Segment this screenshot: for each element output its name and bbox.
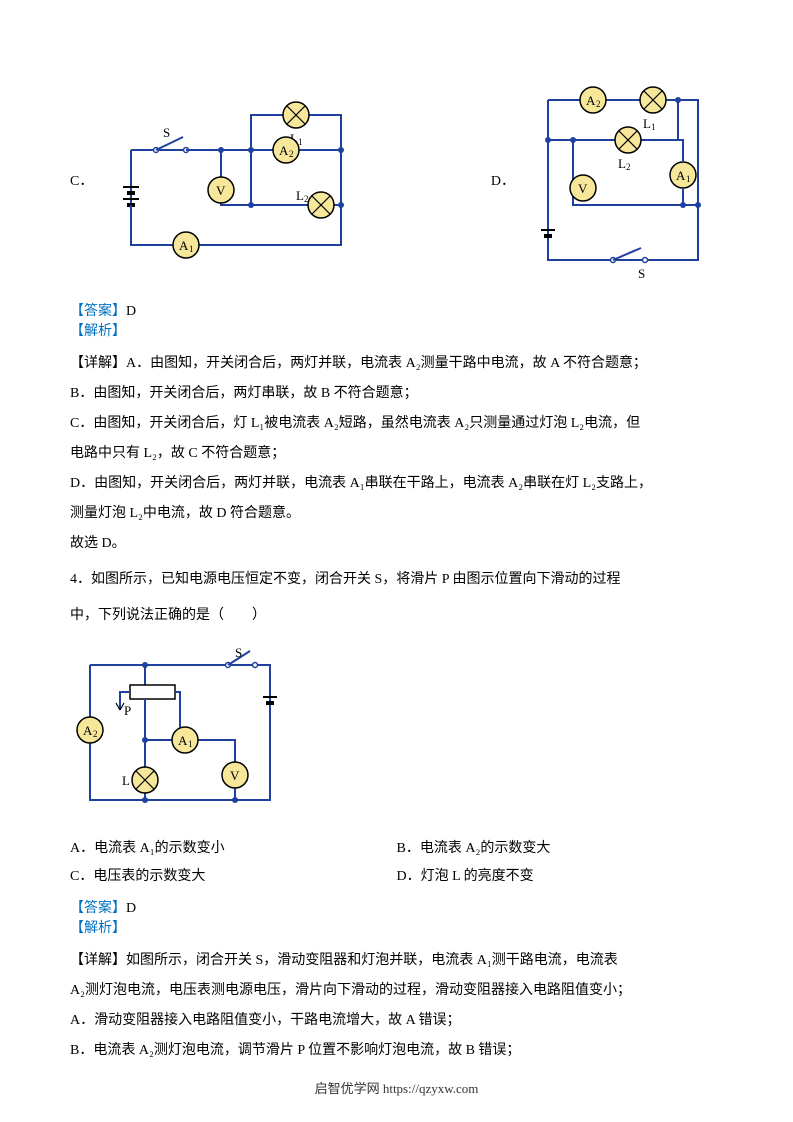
circuit-d-item: D． L1 A2 L2 V	[491, 80, 723, 280]
circuit-d-label: D．	[491, 170, 515, 190]
svg-text:2: 2	[93, 729, 98, 739]
q4-options-row1: A．电流表 A₁的示数变小 B．电流表 A₂的示数变大	[70, 835, 723, 863]
svg-text:S: S	[235, 645, 242, 660]
svg-text:1: 1	[189, 244, 194, 254]
analysis-4-line4: B．电流表 A₂测灯泡电流，调节滑片 P 位置不影响灯泡电流，故 B 错误；	[70, 1037, 723, 1065]
circuits-row: C． L1 A2 L2	[70, 80, 723, 280]
analysis-4-line1: 【详解】如图所示，闭合开关 S，滑动变阻器和灯泡并联，电流表 A₁测干路电流，电…	[70, 947, 723, 975]
answer3-value: D	[126, 304, 136, 319]
svg-text:1: 1	[188, 739, 193, 749]
svg-text:2: 2	[626, 162, 631, 172]
detail-label-4: 【详解】	[70, 953, 126, 968]
svg-text:2: 2	[289, 149, 294, 159]
detail-label: 【详解】	[70, 356, 126, 371]
q4-option-c: C．电压表的示数变大	[70, 863, 397, 891]
analysis-3-c2: 电路中只有 L₂，故 C 不符合题意；	[70, 440, 723, 468]
answer4-value: D	[126, 901, 136, 916]
svg-text:L: L	[643, 116, 651, 131]
analysis-3-conclusion: 故选 D。	[70, 530, 723, 558]
analysis-3-d1: D．由图知，开关闭合后，两灯并联，电流表 A₁串联在干路上，电流表 A₂串联在灯…	[70, 470, 723, 498]
analysis-3-c1: C．由图知，开关闭合后，灯 L₁被电流表 A₂短路，虽然电流表 A₂只测量通过灯…	[70, 410, 723, 438]
analysis-3-label: 【解析】	[70, 320, 723, 340]
circuit-d-diagram: L1 A2 L2 V A1	[523, 80, 723, 280]
q4-option-d: D．灯泡 L 的亮度不变	[397, 863, 724, 891]
svg-text:A: A	[179, 238, 189, 253]
svg-text:A: A	[586, 93, 596, 108]
analysis-3-b: B．由图知，开关闭合后，两灯串联，故 B 不符合题意；	[70, 380, 723, 408]
svg-text:A: A	[676, 168, 686, 183]
q4-options-row2: C．电压表的示数变大 D．灯泡 L 的亮度不变	[70, 863, 723, 891]
circuit-c-label: C．	[70, 170, 93, 190]
question-4-line1: 4．如图所示，已知电源电压恒定不变，闭合开关 S，将滑片 P 由图示位置向下滑动…	[70, 566, 723, 594]
svg-text:L: L	[618, 156, 626, 171]
svg-text:V: V	[216, 183, 226, 198]
svg-text:1: 1	[686, 174, 691, 184]
svg-text:V: V	[230, 768, 240, 783]
analysis-4-text1: 如图所示，闭合开关 S，滑动变阻器和灯泡并联，电流表 A₁测干路电流，电流表	[126, 953, 618, 968]
svg-text:A: A	[83, 723, 93, 738]
circuit-c-item: C． L1 A2 L2	[70, 95, 361, 265]
answer-4-label: 【答案】	[70, 901, 126, 916]
svg-text:S: S	[638, 266, 645, 280]
svg-text:2: 2	[304, 194, 309, 204]
analysis-4-line3: A．滑动变阻器接入电路阻值变小，干路电流增大，故 A 错误；	[70, 1007, 723, 1035]
circuit-c-diagram: L1 A2 L2 S	[101, 95, 361, 265]
svg-text:S: S	[163, 125, 170, 140]
analysis-3-a: 【详解】A．由图知，开关闭合后，两灯并联，电流表 A₂测量干路中电流，故 A 不…	[70, 350, 723, 378]
svg-text:A: A	[279, 143, 289, 158]
svg-text:L: L	[122, 773, 130, 788]
svg-text:L: L	[296, 188, 304, 203]
answer-label: 【答案】	[70, 304, 126, 319]
answer-4: 【答案】D	[70, 897, 723, 917]
svg-text:2: 2	[596, 99, 601, 109]
answer-3: 【答案】D	[70, 300, 723, 320]
analysis-3-a-text: A．由图知，开关闭合后，两灯并联，电流表 A₂测量干路中电流，故 A 不符合题意…	[126, 356, 647, 371]
svg-text:1: 1	[651, 122, 656, 132]
svg-text:V: V	[578, 181, 588, 196]
q4-option-a: A．电流表 A₁的示数变小	[70, 835, 397, 863]
question-4-line2: 中，下列说法正确的是（ ）	[70, 602, 723, 630]
question-4-diagram: A2 P A1 L V S	[70, 645, 723, 820]
analysis-4-line2: A₂测灯泡电流，电压表测电源电压，滑片向下滑动的过程，滑动变阻器接入电路阻值变小…	[70, 977, 723, 1005]
q4-option-b: B．电流表 A₂的示数变大	[397, 835, 724, 863]
analysis-4-label: 【解析】	[70, 917, 723, 937]
analysis-3-d2: 测量灯泡 L₂中电流，故 D 符合题意。	[70, 500, 723, 528]
page-footer: 启智优学网 https://qzyxw.com	[0, 1078, 793, 1097]
svg-text:A: A	[178, 733, 188, 748]
svg-text:P: P	[124, 703, 131, 718]
